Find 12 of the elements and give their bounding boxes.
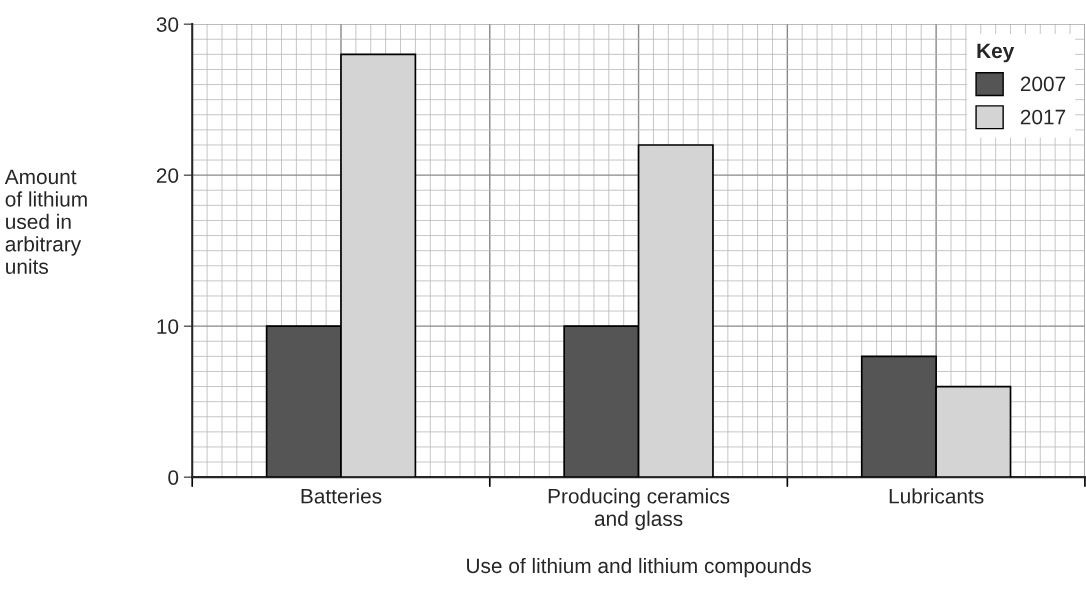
y-axis-title: Amount of lithium used in arbitrary units [4,169,87,274]
legend-title: Key [977,43,1015,63]
x-axis-title: Use of lithium and lithium compounds [467,557,811,578]
y-tick-label: 0 [168,470,179,485]
x-tick-label: Producing ceramics and glass [548,488,730,531]
y-tick-label: 30 [156,17,179,32]
y-tick-label: 10 [157,319,179,334]
legend-label: 2017 [1020,109,1066,125]
x-tick-label: Lubricants [889,488,984,504]
x-tick-label: Batteries [301,488,382,504]
legend-label: 2007 [1020,76,1066,92]
y-tick-label: 20 [156,168,179,183]
